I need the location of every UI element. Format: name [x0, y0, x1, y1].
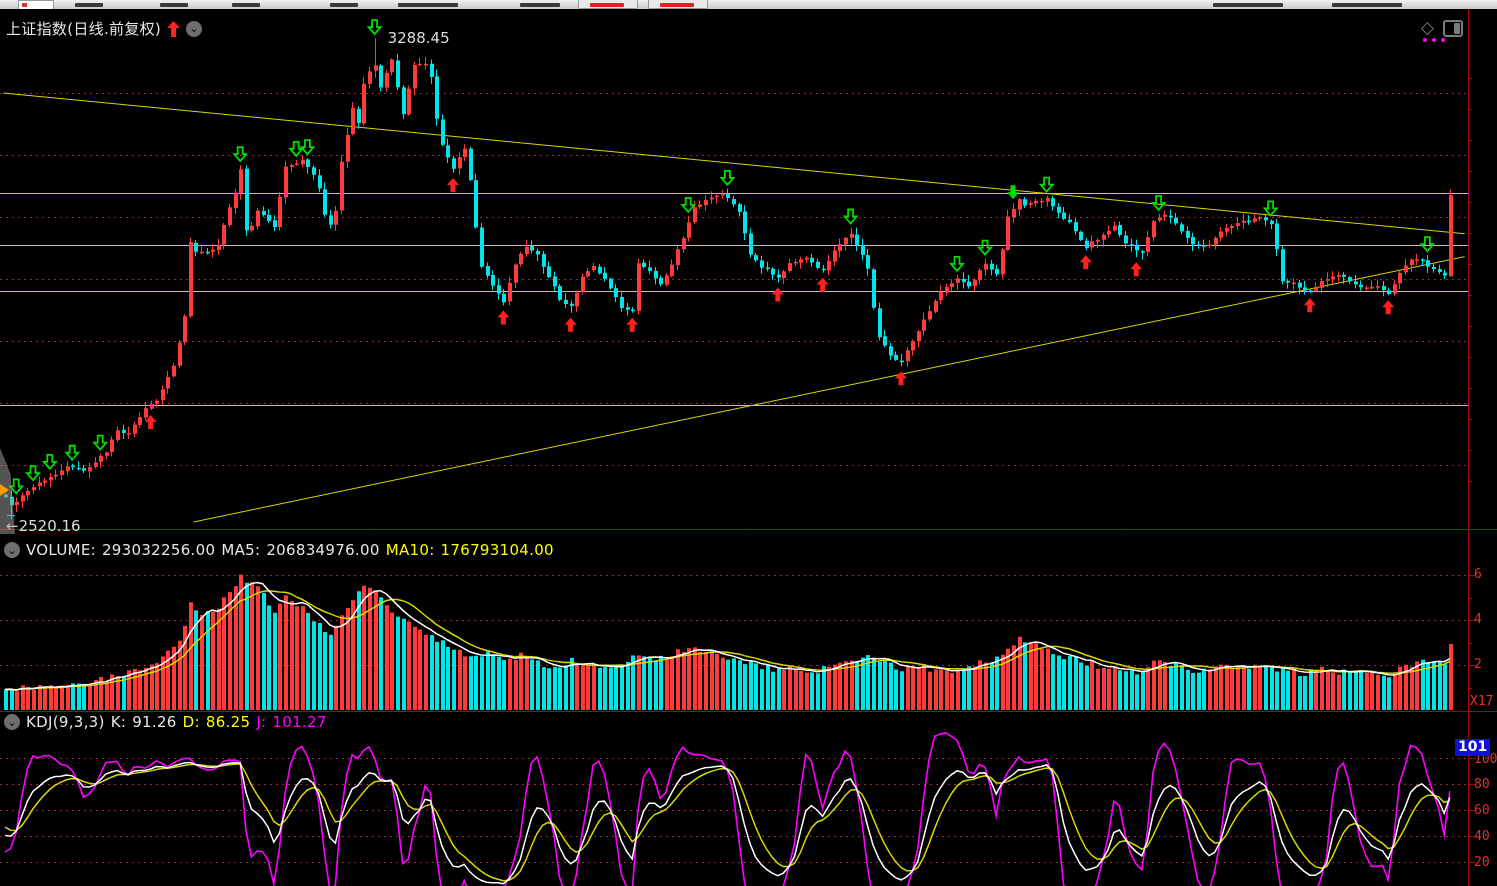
menu-item[interactable]: [1213, 3, 1283, 7]
kdj-axis-label: 40: [1474, 829, 1490, 844]
kdj-axis-label: 20: [1474, 855, 1490, 870]
price-panel-header: 上证指数(日线.前复权) ⌄: [6, 18, 203, 39]
ma5-label: MA5:: [221, 541, 261, 559]
volume-label: VOLUME:: [26, 541, 96, 559]
menu-item[interactable]: [232, 3, 260, 7]
kdj-axis-label: 80: [1474, 777, 1490, 792]
kdj-d-label: D:: [182, 713, 200, 731]
ma10-label: MA10:: [385, 541, 435, 559]
collapse-panel-icon[interactable]: ⌄: [4, 542, 20, 558]
kdj-panel-header: ⌄ KDJ(9,3,3) K: 91.26 D: 86.25 J: 101.27: [4, 713, 327, 731]
menu-item-red[interactable]: [590, 3, 624, 7]
menu-item[interactable]: [1332, 3, 1402, 7]
diamond-icon[interactable]: ◇: [1420, 18, 1434, 38]
low-price-label: ←2520.16: [6, 516, 81, 535]
ellipsis-dots-icon[interactable]: [1423, 38, 1445, 42]
split-panel-icon[interactable]: [1443, 20, 1463, 37]
menu-item-red[interactable]: [660, 3, 694, 7]
menu-item[interactable]: [75, 3, 103, 7]
volume-panel-header: ⌄ VOLUME: 293032256.00 MA5: 206834976.00…: [4, 541, 554, 559]
menu-item[interactable]: [330, 3, 358, 7]
volume-chart-canvas[interactable]: [0, 530, 1497, 712]
ma5-value: 206834976.00: [266, 541, 380, 559]
kdj-j-value: 101.27: [272, 713, 327, 731]
high-price-label: 3288.45: [387, 29, 450, 48]
chart-title: 上证指数(日线.前复权): [6, 20, 162, 38]
kdj-label: KDJ(9,3,3): [26, 713, 105, 731]
price-chart-canvas[interactable]: [0, 9, 1497, 530]
vol-axis-multiplier: X17: [1470, 694, 1494, 709]
menu-item[interactable]: [398, 3, 458, 7]
volume-value: 293032256.00: [101, 541, 216, 559]
kdj-k-value: 91.26: [132, 713, 177, 731]
vol-axis-label: 2: [1474, 657, 1482, 672]
kdj-k-label: K:: [110, 713, 127, 731]
kdj-axis-label: 60: [1474, 803, 1490, 818]
vol-axis-label: 4: [1474, 612, 1482, 627]
vol-axis-label: 6: [1474, 567, 1482, 582]
kdj-d-value: 86.25: [205, 713, 251, 731]
panel-corner-icons: ◇: [1421, 20, 1463, 37]
kdj-current-value-badge: 101: [1455, 739, 1491, 756]
kdj-chart-canvas[interactable]: [0, 712, 1497, 886]
scroll-left-marker-icon[interactable]: [0, 484, 9, 496]
ma10-value: 176793104.00: [440, 541, 554, 559]
collapse-panel-icon[interactable]: ⌄: [186, 20, 203, 37]
kdj-j-label: J:: [256, 713, 267, 731]
trend-up-icon: [167, 20, 181, 37]
menu-item[interactable]: [160, 3, 188, 7]
collapse-panel-icon[interactable]: ⌄: [4, 714, 20, 730]
menu-item[interactable]: [520, 3, 560, 7]
